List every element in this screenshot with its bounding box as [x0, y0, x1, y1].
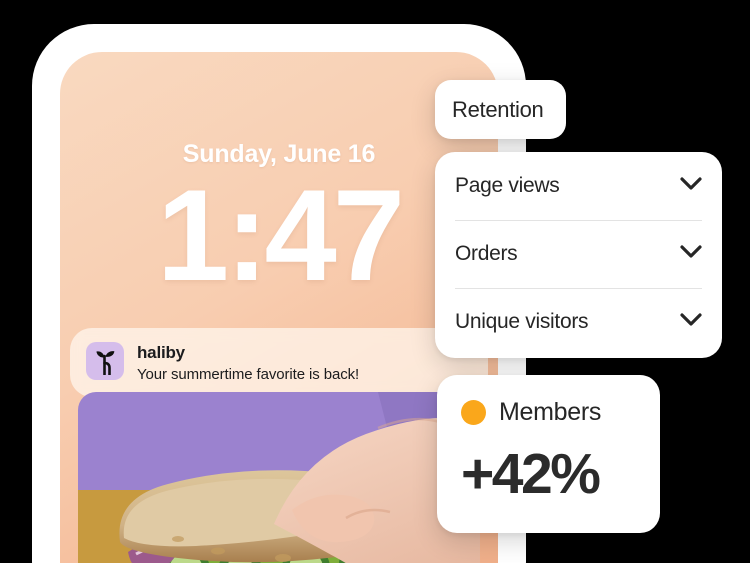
metric-label-page-views: Page views [455, 174, 560, 197]
chevron-down-icon[interactable] [680, 176, 702, 196]
members-card-label: Members [499, 398, 602, 426]
members-stat-card[interactable]: Members +42% [437, 375, 660, 533]
retention-card-label: Retention [452, 96, 544, 122]
notification-app-name: haliby [137, 343, 185, 362]
members-card-value: +42% [461, 442, 601, 506]
retention-card[interactable]: Retention [435, 80, 566, 139]
chevron-down-icon[interactable] [680, 312, 702, 332]
notification-message: Your summertime favorite is back! [137, 366, 360, 383]
lockscreen-notification[interactable]: haliby Your summertime favorite is back! [70, 328, 488, 397]
metric-label-unique-visitors: Unique visitors [455, 310, 589, 333]
metric-row-page-views[interactable]: Page views [455, 152, 702, 220]
metrics-dropdown-card: Page views Orders Unique visitors [435, 152, 722, 358]
status-dot-icon [461, 400, 486, 425]
metric-row-unique-visitors[interactable]: Unique visitors [455, 288, 702, 356]
phone-screen: Sunday, June 16 1:47 haliby Your summert… [60, 52, 498, 563]
lockscreen-clock: 1:47 [156, 162, 405, 308]
chevron-down-icon[interactable] [680, 244, 702, 264]
members-card-header: Members [461, 398, 636, 427]
metric-row-orders[interactable]: Orders [455, 220, 702, 288]
lockscreen-date: Sunday, June 16 [182, 140, 376, 168]
metric-label-orders: Orders [455, 242, 518, 265]
notification-text: haliby Your summertime favorite is back! [137, 342, 359, 385]
sprout-icon [86, 342, 124, 380]
sandwich-photo [78, 392, 480, 563]
